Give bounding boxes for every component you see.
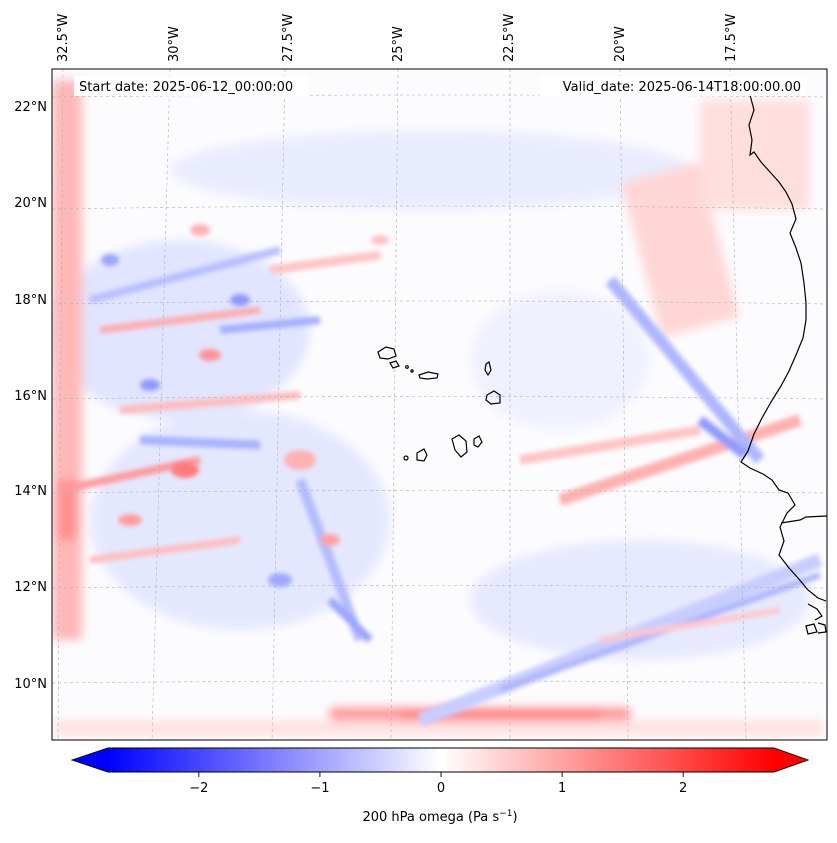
colorbar-ticks: −2 −1 0 1 2 [189,772,687,796]
colorbar-outline [70,747,810,773]
cape-verde-islands [377,346,501,462]
colorbar-tick-label: −2 [189,781,208,796]
lat-label: 20°N [14,196,47,211]
lat-label: 22°N [14,100,47,115]
lon-label: 22.5°W [502,14,517,62]
african-coastline [740,94,827,635]
colorbar-body [108,748,774,772]
lon-label: 20°W [613,26,628,62]
lon-label: 27.5°W [281,14,296,62]
colorbar-tick-label: −1 [310,781,329,796]
valid-date-label: Valid_date: 2025-06-14T18:00:00.00 [563,80,801,95]
map-panel: Start date: 2025-06-12_00:00:00 Valid_da… [14,14,828,741]
graticule [52,69,827,740]
colorbar-tick-label: 1 [558,781,566,796]
date-labels: Start date: 2025-06-12_00:00:00 Valid_da… [74,76,806,96]
colorbar-max-extend [774,748,808,772]
map-frame [51,68,828,741]
colorbar-label: 200 hPa omega (Pa s−1) [362,809,517,825]
start-date-label: Start date: 2025-06-12_00:00:00 [79,80,293,95]
lat-label: 18°N [14,293,47,308]
lon-label: 17.5°W [724,14,739,62]
colorbar-min-extend [72,748,108,772]
colorbar-tick-label: 2 [679,781,687,796]
longitude-labels: 32.5°W 30°W 27.5°W 25°W 22.5°W 20°W 17.5… [56,14,739,62]
lon-label: 25°W [391,26,406,62]
lat-label: 10°N [14,677,47,692]
colorbar: −2 −1 0 1 2 200 hPa omega (Pa s−1) [70,747,810,825]
lat-label: 12°N [14,580,47,595]
colorbar-tick-label: 0 [437,781,445,796]
lon-label: 30°W [167,26,182,62]
lat-label: 14°N [14,484,47,499]
latitude-labels: 22°N 20°N 18°N 16°N 14°N 12°N 10°N [14,100,47,692]
lat-label: 16°N [14,389,47,404]
lon-label: 32.5°W [56,14,71,62]
omega-field [52,80,824,736]
